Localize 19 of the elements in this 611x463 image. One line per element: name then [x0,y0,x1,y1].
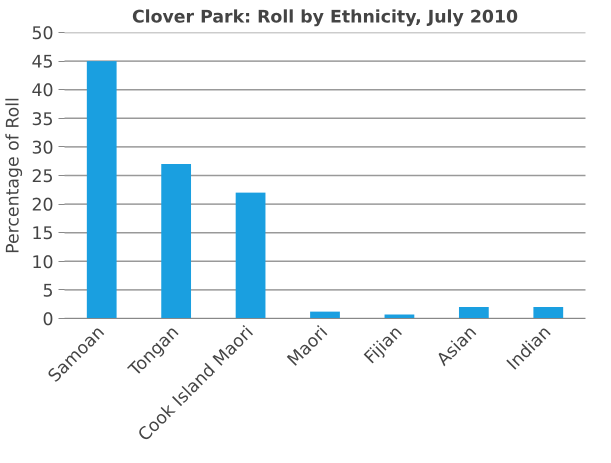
y-tick-label: 40 [31,81,54,102]
y-tick-label: 25 [31,167,54,187]
chart-title: Clover Park: Roll by Ethnicity, July 2010 [132,8,518,28]
y-tick-label: 50 [31,24,54,44]
y-tick-label: 45 [31,52,54,73]
y-tick-label: 15 [31,224,54,244]
bar [86,61,117,318]
y-axis-title: Percentage of Roll [3,97,24,254]
bar [161,164,192,318]
y-tick-label: 35 [31,110,54,130]
y-tick-label: 10 [31,252,54,273]
y-tick-label: 0 [42,310,54,330]
y-tick-label: 30 [31,138,54,158]
y-tick-label: 20 [31,196,54,216]
bar [533,307,564,318]
bar [310,312,340,318]
bar [236,192,266,318]
bar [458,307,489,318]
y-tick-label: 5 [42,281,54,302]
